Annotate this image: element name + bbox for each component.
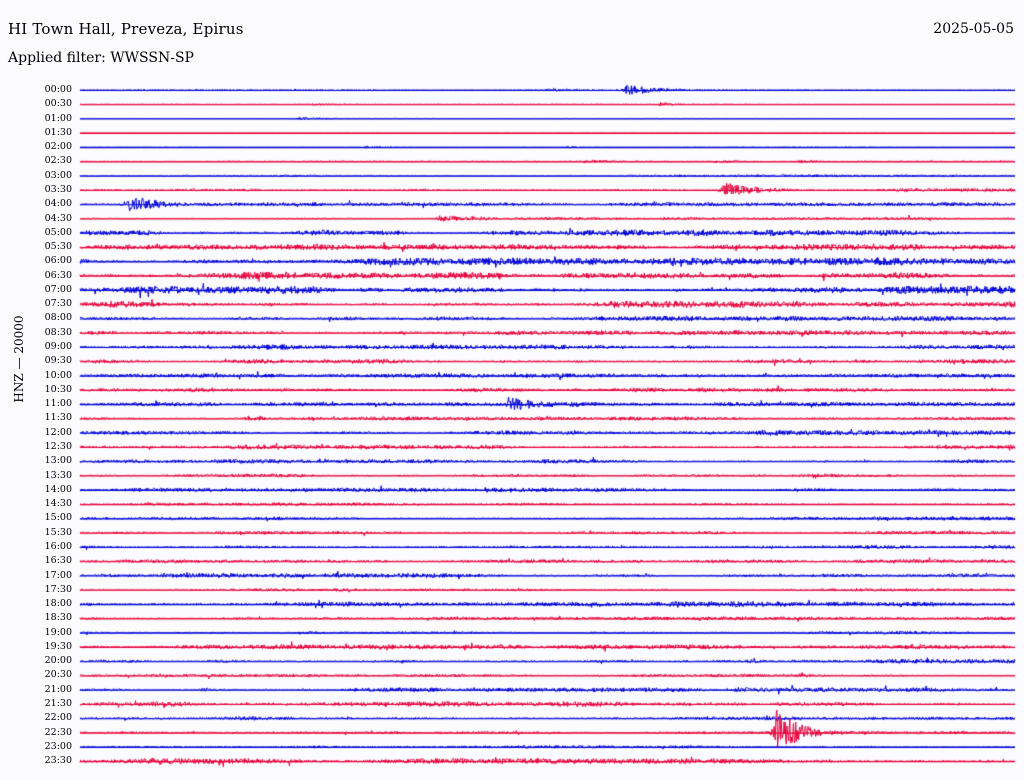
time-label: 04:00 [44, 198, 72, 210]
time-label: 09:30 [44, 355, 72, 367]
time-label: 18:00 [44, 598, 72, 610]
time-label: 21:30 [44, 698, 72, 710]
time-label: 20:30 [44, 669, 72, 681]
time-label: 23:00 [44, 740, 72, 752]
time-label: 14:30 [44, 498, 72, 510]
time-label: 22:30 [44, 726, 72, 738]
time-label: 14:00 [44, 483, 72, 495]
time-label: 17:30 [44, 583, 72, 595]
time-label: 01:30 [44, 126, 72, 138]
time-label: 17:00 [44, 569, 72, 581]
time-label: 11:30 [44, 412, 72, 424]
time-label: 12:00 [44, 426, 72, 438]
time-label: 19:00 [44, 626, 72, 638]
time-label: 19:30 [44, 640, 72, 652]
time-label: 05:00 [44, 226, 72, 238]
time-label: 13:00 [44, 455, 72, 467]
time-label: 01:00 [44, 112, 72, 124]
time-label: 10:30 [44, 383, 72, 395]
time-label: 21:00 [44, 683, 72, 695]
time-label: 23:30 [44, 755, 72, 767]
time-label: 15:00 [44, 512, 72, 524]
time-label: 18:30 [44, 612, 72, 624]
time-label: 16:30 [44, 555, 72, 567]
time-label: 15:30 [44, 526, 72, 538]
time-label: 03:00 [44, 169, 72, 181]
time-label: 16:00 [44, 540, 72, 552]
time-label: 05:30 [44, 241, 72, 253]
time-label: 08:00 [44, 312, 72, 324]
time-label: 10:00 [44, 369, 72, 381]
time-label: 04:30 [44, 212, 72, 224]
time-label: 22:00 [44, 712, 72, 724]
time-label: 06:30 [44, 269, 72, 281]
time-label: 20:00 [44, 655, 72, 667]
time-label: 02:30 [44, 155, 72, 167]
time-label: 09:00 [44, 341, 72, 353]
time-label: 00:00 [44, 84, 72, 95]
time-label: 07:00 [44, 283, 72, 295]
time-label: 11:00 [44, 398, 72, 410]
time-label: 12:30 [44, 441, 72, 452]
time-label: 02:00 [44, 141, 72, 153]
time-label: 07:30 [44, 298, 72, 310]
time-label: 03:30 [44, 183, 72, 195]
time-label: 00:30 [44, 98, 72, 110]
time-label: 08:30 [44, 326, 72, 338]
time-label: 13:30 [44, 469, 72, 481]
time-label: 06:00 [44, 255, 72, 267]
